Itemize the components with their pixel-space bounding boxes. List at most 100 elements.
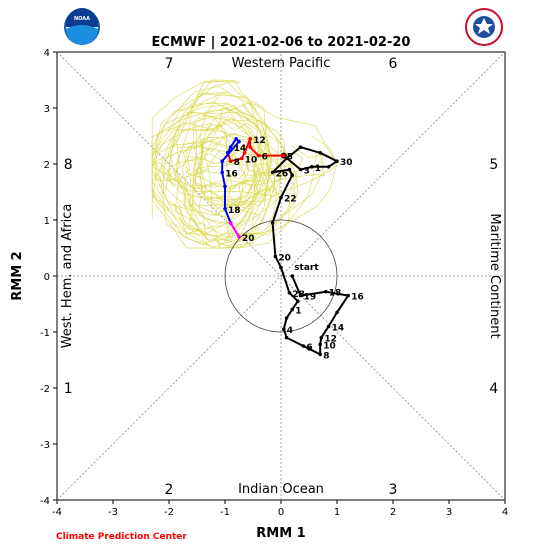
day-label: 3: [304, 167, 310, 177]
observed-line: [271, 146, 350, 356]
y-tick-label: 2: [44, 160, 50, 171]
forecast-point: [256, 153, 261, 158]
observed-point: [335, 310, 339, 315]
day-label: 1: [295, 307, 301, 317]
ensemble-member-line: [151, 81, 324, 237]
day-label: 18: [228, 206, 241, 216]
forecast-point: [240, 156, 244, 161]
observed-point: [296, 299, 300, 304]
observed-point: [290, 274, 295, 278]
day-label: 28: [292, 290, 305, 300]
guide-line: [56, 51, 506, 501]
ensemble-member-line: [167, 153, 277, 206]
observed-point: [298, 145, 303, 149]
day-label: 10: [245, 155, 258, 165]
ensemble-member-line: [151, 104, 317, 248]
unit-circle: [224, 219, 338, 333]
day-label: 6: [306, 343, 312, 353]
forecast-trajectory: 6 12 10 8 14 16 18 20: [220, 136, 286, 244]
observed-point: [282, 327, 286, 332]
phase-guides: [56, 51, 506, 501]
ensemble-member-line: [175, 81, 268, 241]
day-label: 12: [324, 335, 337, 345]
y-tick-label: 1: [44, 216, 50, 227]
day-label: 4: [287, 326, 293, 336]
observed-point: [301, 344, 306, 348]
y-tick-label: -3: [40, 440, 50, 451]
x-tick-label: 2: [390, 507, 396, 518]
observed-point: [310, 165, 314, 169]
day-label: 26: [276, 169, 289, 179]
x-tick-label: 4: [502, 507, 508, 518]
ensemble-member-line: [185, 140, 251, 189]
observed-point: [287, 291, 292, 295]
ensemble-member-line: [151, 145, 325, 189]
phase-number: 7: [165, 56, 174, 72]
forecast-point: [228, 145, 233, 149]
y-tick-label: -2: [40, 384, 50, 395]
observed-point: [279, 195, 283, 200]
day-label: 1: [315, 164, 321, 174]
observed-point: [270, 170, 275, 175]
phase-number: 3: [389, 482, 398, 498]
day-label: 14: [332, 323, 345, 333]
forecast-point: [228, 221, 233, 225]
forecast-point: [228, 159, 233, 163]
x-tick-label: -1: [220, 507, 230, 518]
forecast-point: [226, 151, 230, 155]
observed-point: [284, 335, 289, 340]
day-label: 8: [323, 351, 329, 361]
x-tick-label: 1: [334, 507, 340, 518]
ensemble-member-line: [181, 114, 266, 225]
phase-number: 2: [165, 482, 174, 498]
day-label: 20: [242, 234, 255, 244]
forecast-point: [234, 137, 238, 141]
forecast-point: [237, 139, 241, 144]
day-label: 30: [340, 158, 353, 168]
day-label: 16: [351, 293, 364, 303]
forecast-point: [223, 207, 227, 211]
phase-number: 5: [489, 157, 498, 173]
observed-point: [346, 293, 351, 298]
ensemble-member-line: [189, 132, 299, 236]
forecast-point: [237, 235, 241, 239]
ensemble-member-line: [183, 137, 246, 225]
forecast-point: [248, 137, 252, 141]
observed-point: [319, 335, 324, 340]
x-tick-label: 3: [446, 507, 452, 518]
x-tick-label: -3: [108, 507, 118, 518]
day-label: 22: [284, 195, 297, 205]
region-label-top: Western Pacific: [232, 56, 331, 71]
forecast-week3-line: [229, 222, 240, 238]
region-label-left: West. Hem. and Africa: [60, 204, 75, 349]
day-label: 19: [304, 293, 317, 303]
phase-number: 6: [389, 56, 398, 72]
phase-number: 1: [64, 381, 73, 397]
ensemble-member-line: [151, 141, 303, 181]
observed-point: [279, 265, 283, 270]
observed-point: [298, 293, 303, 298]
start-label: start: [294, 263, 319, 273]
day-label: 5: [287, 153, 293, 163]
y-axis-label: RMM 2: [10, 251, 25, 300]
day-label: 8: [234, 158, 240, 168]
x-tick-label: -4: [52, 507, 62, 518]
day-label: 20: [278, 253, 291, 263]
observed-point: [287, 167, 292, 172]
observed-point: [290, 307, 295, 312]
forecast-point: [282, 153, 286, 158]
forecast-point: [242, 151, 247, 155]
observed-point: [318, 151, 323, 155]
observed-point: [326, 165, 331, 169]
observed-point: [324, 289, 328, 294]
day-label: 18: [329, 289, 342, 299]
observed-point: [284, 316, 289, 320]
day-label: 14: [234, 144, 247, 154]
y-tick-label: -4: [40, 496, 50, 507]
y-tick-label: -1: [40, 328, 50, 339]
observed-point: [335, 159, 339, 163]
y-tick-label: 3: [44, 104, 50, 115]
observed-point: [273, 254, 278, 259]
day-label: 16: [225, 169, 238, 179]
ensemble-member-line: [201, 104, 268, 207]
